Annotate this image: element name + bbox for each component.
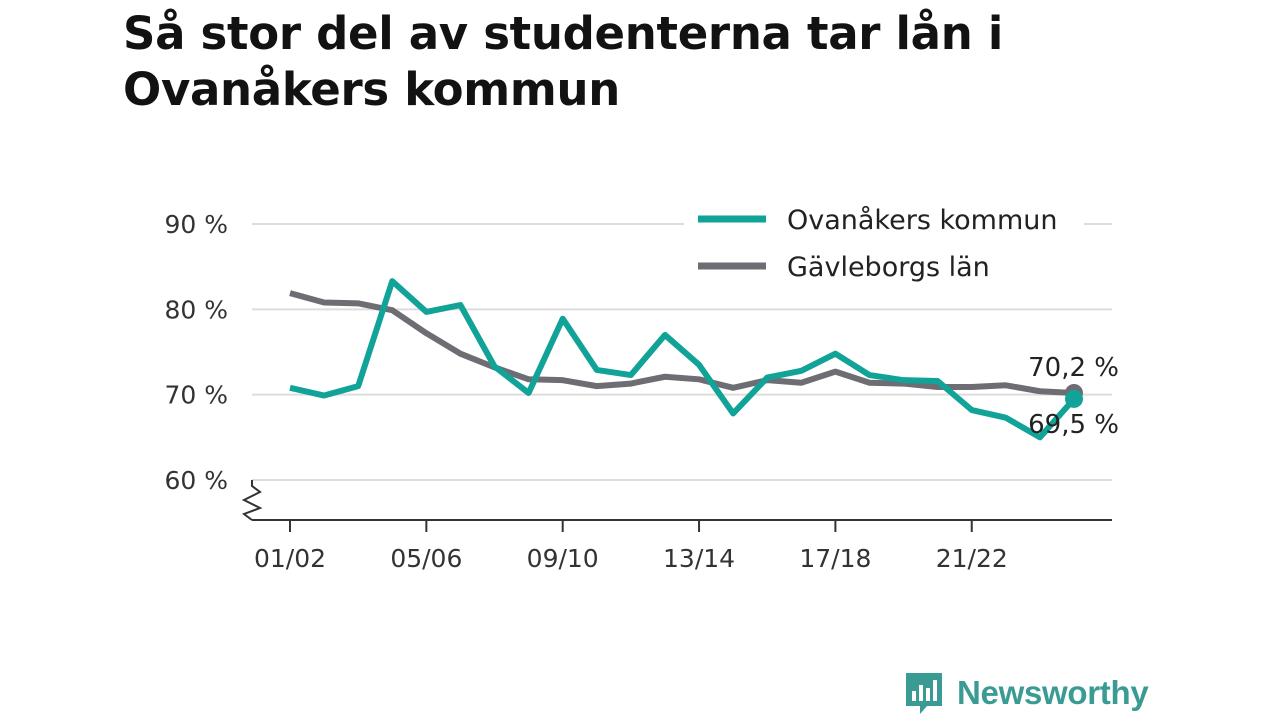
y-tick-label: 90 %: [164, 210, 228, 239]
x-tick-label: 05/06: [390, 544, 462, 573]
x-axis: [241, 480, 1112, 521]
legend: Ovanåkers kommun Gävleborgs län: [684, 197, 1084, 286]
y-axis-ticks: 60 % 70 % 80 % 90 %: [164, 210, 228, 495]
x-tick-label: 01/02: [254, 544, 326, 573]
chart-title: Så stor del av studenterna tar lån i Ova…: [123, 7, 1003, 116]
x-tick-label: 09/10: [527, 544, 599, 573]
legend-label: Ovanåkers kommun: [787, 205, 1058, 236]
end-label-gavleborg: 70,2 %: [1028, 353, 1119, 383]
x-tick-label: 17/18: [799, 544, 871, 573]
x-tick-label: 13/14: [663, 544, 735, 573]
series-end-point: [1065, 389, 1083, 408]
series-line: [289, 278, 1077, 441]
legend-label: Gävleborgs län: [787, 252, 990, 283]
y-tick-label: 60 %: [164, 466, 228, 495]
axis-break-mark: [241, 480, 263, 521]
x-axis-ticks: 01/02 05/06 09/10 13/14 17/18 21/22: [254, 520, 1008, 573]
series-line: [289, 290, 1075, 396]
y-tick-label: 80 %: [164, 295, 228, 324]
series-lines: [289, 278, 1083, 441]
y-tick-label: 70 %: [164, 381, 228, 410]
x-tick-label: 21/22: [936, 544, 1008, 573]
end-labels: 70,2 % 69,5 %: [1028, 353, 1119, 440]
end-label-ovanaker: 69,5 %: [1028, 410, 1119, 440]
newsworthy-logo-icon: [906, 673, 942, 714]
brand-logo: Newsworthy: [903, 670, 1149, 716]
line-chart: 60 % 70 % 80 % 90 % 01/02 05/06 09/10 13/14 17/…: [164, 197, 1119, 573]
brand-name: Newsworthy: [957, 674, 1149, 711]
